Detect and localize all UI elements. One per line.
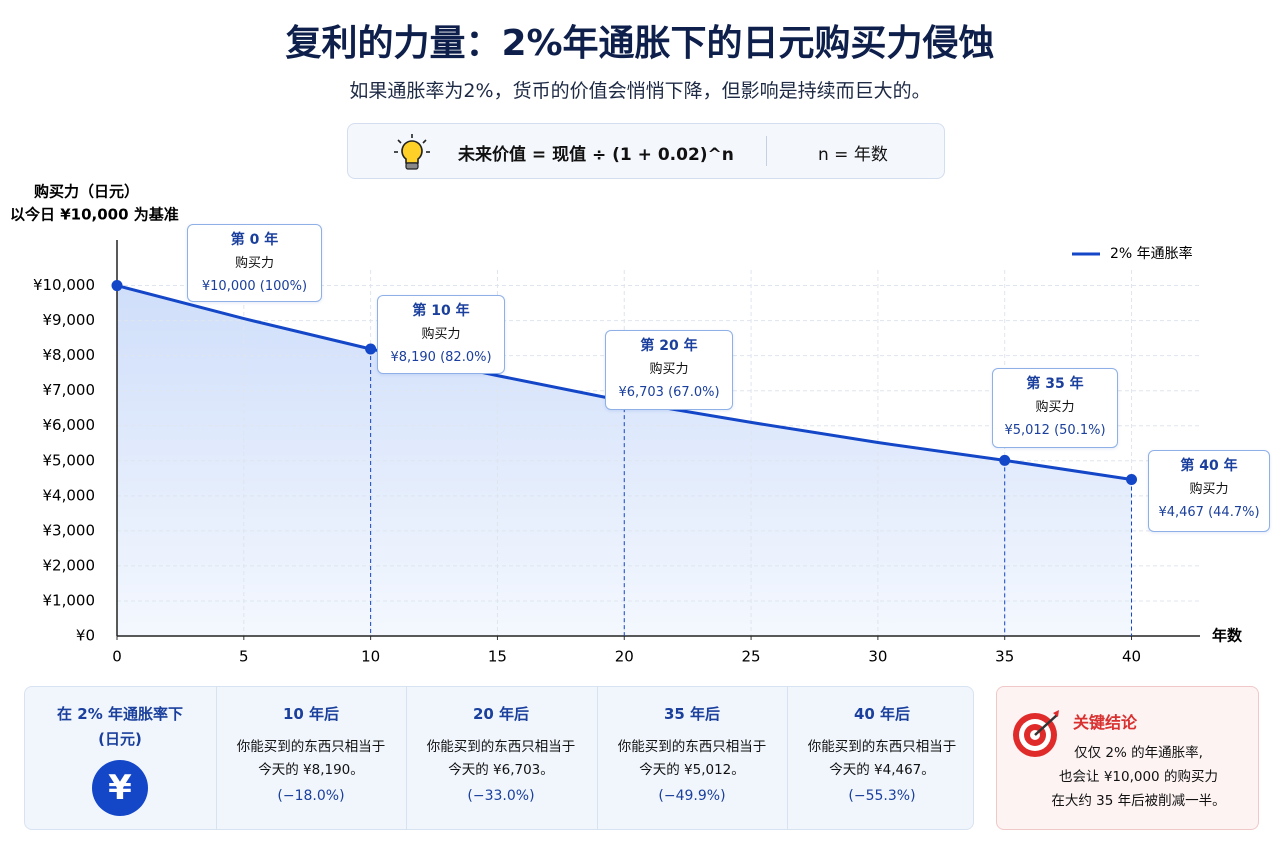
x-tick-label: 25 — [742, 648, 761, 666]
column-text-line: 今天的 ¥4,467。 — [829, 762, 935, 778]
conclusion-text: 仅仅 2% 的年通胀率, 也会让 ¥10,000 的购买力 在大约 35 年后被削减… — [997, 741, 1258, 813]
conclusion-title: 关键结论 — [1073, 713, 1138, 732]
annotation-title: 第 35 年 — [1026, 376, 1084, 392]
column-change: (−49.9%) — [658, 788, 726, 804]
yen-icon: ¥ — [92, 760, 148, 816]
x-tick-label: 30 — [868, 648, 887, 666]
x-tick-label: 20 — [615, 648, 634, 666]
y-tick-label: ¥0 — [76, 627, 95, 645]
y-tick-label: ¥2,000 — [43, 556, 96, 574]
annotation-text: 购买力 — [234, 256, 274, 271]
summary-column: 20 年后你能买到的东西只相当于 今天的 ¥6,703。 (−33.0%) — [406, 687, 596, 829]
y-tick-label: ¥6,000 — [43, 416, 96, 434]
formula-expression: 未来价值 = 现值 ÷ (1 + 0.02)^n — [458, 145, 734, 165]
annotation-box: 第 35 年购买力 ¥5,012 (50.1%) — [992, 368, 1118, 448]
column-change: (−18.0%) — [277, 788, 345, 804]
annotation-text: 购买力 — [1189, 482, 1229, 497]
column-text: 你能买到的东西只相当于 今天的 ¥4,467。 — [787, 736, 977, 782]
column-title: 40 年后 — [853, 705, 911, 723]
annotation-box: 第 10 年购买力 ¥8,190 (82.0%) — [377, 295, 505, 374]
y-tick-label: ¥4,000 — [43, 486, 96, 504]
column-text-line: 你能买到的东西只相当于 — [426, 739, 576, 755]
annotation-label: ¥6,703 (67.0%) — [618, 385, 720, 400]
annotation-box: 第 40 年购买力 ¥4,467 (44.7%) — [1148, 450, 1270, 532]
y-axis-label: 以今日 ¥10,000 为基准 — [10, 206, 179, 224]
summary-column: 40 年后你能买到的东西只相当于 今天的 ¥4,467。 (−55.3%) — [787, 687, 977, 829]
x-tick-label: 15 — [488, 648, 507, 666]
summary-panel: 在 2% 年通胀率下 (日元) ¥ 10 年后 你能买到的东西只相当于 今天的 ¥8… — [24, 686, 974, 830]
page-title: 复利的力量：2%年通胀下的日元购买力侵蚀 — [285, 23, 995, 64]
annotation-box: 第 0 年购买力 ¥10,000 (100%) — [187, 224, 322, 302]
annotation-text: 购买力 — [649, 362, 689, 377]
column-change: (−55.3%) — [848, 788, 916, 804]
column-text: 你能买到的东西只相当于 今天的 ¥5,012。 — [597, 736, 787, 782]
column-divider — [787, 687, 788, 829]
column-text-line: 你能买到的东西只相当于 — [236, 739, 386, 755]
lightbulb-icon — [394, 134, 430, 170]
column-divider — [406, 687, 407, 829]
annotation-label: ¥4,467 (44.7%) — [1158, 505, 1260, 520]
x-tick-label: 35 — [995, 648, 1014, 666]
column-title: 10 年后 — [282, 705, 340, 723]
column-change: (−33.0%) — [467, 788, 535, 804]
column-text-line: 今天的 ¥5,012。 — [639, 762, 745, 778]
summary-header-line: (日元) — [98, 730, 142, 748]
column-text-line: 今天的 ¥6,703。 — [448, 762, 554, 778]
column-text: 你能买到的东西只相当于 今天的 ¥6,703。 — [406, 736, 596, 782]
point — [365, 343, 377, 355]
y-tick-label: ¥1,000 — [43, 591, 96, 609]
conclusion-line: 仅仅 2% 的年通胀率, — [1074, 745, 1203, 761]
column-text-line: 今天的 ¥8,190。 — [258, 762, 364, 778]
point — [111, 280, 123, 292]
column-title: 35 年后 — [663, 705, 721, 723]
annotation-label: ¥8,190 (82.0%) — [390, 350, 492, 365]
target-icon — [1013, 710, 1059, 757]
annotation-title: 第 40 年 — [1180, 458, 1238, 474]
x-tick-label: 0 — [112, 648, 122, 666]
annotation-label: ¥5,012 (50.1%) — [1004, 423, 1106, 438]
summary-column: 10 年后你能买到的东西只相当于 今天的 ¥8,190。 (−18.0%) — [216, 687, 406, 829]
column-title: 20 年后 — [472, 705, 530, 723]
y-tick-label: ¥10,000 — [33, 276, 95, 294]
summary-header-line: 在 2% 年通胀率下 — [57, 705, 183, 723]
conclusion-line: 在大约 35 年后被削减一半。 — [1051, 793, 1226, 809]
separator — [766, 136, 767, 166]
annotation-text: 购买力 — [421, 327, 461, 342]
summary-column: 35 年后你能买到的东西只相当于 今天的 ¥5,012。 (−49.9%) — [597, 687, 787, 829]
column-divider — [597, 687, 598, 829]
annotation-title: 第 20 年 — [640, 338, 698, 354]
y-tick-label: ¥8,000 — [43, 346, 96, 364]
point — [999, 454, 1011, 466]
y-tick-label: ¥9,000 — [43, 311, 96, 329]
x-axis-label: 年数 — [1212, 627, 1243, 645]
y-tick-label: ¥5,000 — [43, 451, 96, 469]
annotation-box: 第 20 年购买力 ¥6,703 (67.0%) — [605, 330, 733, 410]
annotation-title: 第 0 年 — [230, 232, 279, 248]
x-tick-label: 40 — [1122, 648, 1141, 666]
y-tick-label: ¥7,000 — [43, 381, 96, 399]
page-subtitle: 如果通胀率为2%，货币的价值会悄悄下降，但影响是持续而巨大的。 — [349, 80, 931, 102]
conclusion-box: 关键结论 仅仅 2% 的年通胀率, 也会让 ¥10,000 的购买力 在大约 35 … — [996, 686, 1259, 830]
point — [1126, 473, 1138, 485]
y-axis-label: 购买力（日元） — [34, 183, 139, 201]
annotation-text: 购买力 — [1035, 400, 1075, 415]
annotation-title: 第 10 年 — [412, 303, 470, 319]
conclusion-line: 也会让 ¥10,000 的购买力 — [1059, 769, 1218, 785]
x-tick-label: 10 — [361, 648, 380, 666]
column-text: 你能买到的东西只相当于 今天的 ¥8,190。 — [216, 736, 406, 782]
formula-note: n = 年数 — [818, 145, 888, 165]
x-tick-label: 5 — [239, 648, 249, 666]
annotation-label: ¥10,000 (100%) — [201, 279, 308, 294]
legend-label: 2% 年通胀率 — [1110, 245, 1193, 262]
summary-header: 在 2% 年通胀率下 (日元) ¥ — [25, 687, 215, 829]
formula-box: 未来价值 = 现值 ÷ (1 + 0.02)^n n = 年数 — [347, 123, 945, 179]
column-text-line: 你能买到的东西只相当于 — [617, 739, 767, 755]
y-tick-label: ¥3,000 — [43, 521, 96, 539]
column-divider — [216, 687, 217, 829]
column-text-line: 你能买到的东西只相当于 — [807, 739, 957, 755]
